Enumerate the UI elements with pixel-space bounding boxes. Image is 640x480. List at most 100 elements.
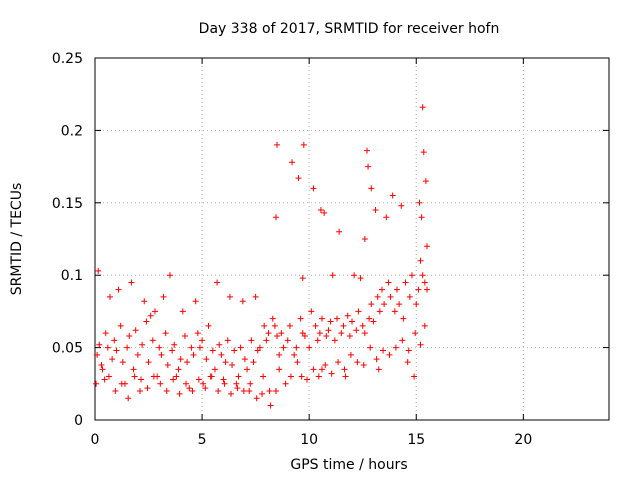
data-point (381, 301, 388, 308)
data-point (239, 298, 246, 305)
data-point (402, 279, 409, 286)
data-point (104, 344, 111, 351)
data-point (177, 356, 184, 363)
data-point (404, 359, 411, 366)
data-point (421, 279, 428, 286)
data-point (380, 347, 387, 354)
data-point (253, 395, 260, 402)
data-point (195, 376, 202, 383)
data-point (271, 322, 278, 329)
data-point (234, 385, 241, 392)
data-point (370, 318, 377, 325)
data-point (160, 293, 167, 300)
data-point (184, 359, 191, 366)
data-point (319, 315, 326, 322)
data-point (276, 366, 283, 373)
data-point (256, 344, 263, 351)
data-point (233, 380, 240, 387)
data-point (391, 308, 398, 315)
data-point (139, 341, 146, 348)
data-point (247, 380, 254, 387)
x-tick-label: 10 (300, 432, 318, 448)
data-point (419, 104, 426, 111)
data-point (280, 344, 287, 351)
data-point (353, 327, 360, 334)
data-point (226, 293, 233, 300)
y-axis-label: SRMTID / TECUs (9, 183, 25, 296)
data-point (151, 308, 158, 315)
data-point (211, 366, 218, 373)
data-point (398, 202, 405, 209)
data-point (411, 373, 418, 380)
y-tick-label: 0 (74, 413, 83, 429)
data-point (112, 388, 119, 395)
x-tick-label: 20 (514, 432, 532, 448)
data-point (325, 327, 332, 334)
data-point (183, 380, 190, 387)
data-point (131, 373, 138, 380)
data-point (263, 337, 270, 344)
data-point (308, 308, 315, 315)
data-point (269, 315, 276, 322)
data-point (170, 376, 177, 383)
data-point (209, 347, 216, 354)
data-point (423, 286, 430, 293)
y-axis-ticks: 0 0.05 0.1 0.15 0.2 0.25 (52, 51, 609, 429)
data-point (287, 373, 294, 380)
plot-frame (94, 57, 610, 421)
data-point (115, 286, 122, 293)
data-point (246, 388, 253, 395)
data-point (354, 359, 361, 366)
data-point (250, 359, 257, 366)
data-point (367, 344, 374, 351)
data-point (336, 228, 343, 235)
data-point (202, 385, 209, 392)
data-point (312, 322, 319, 329)
data-point (94, 351, 101, 358)
data-point (421, 322, 428, 329)
data-point (392, 344, 399, 351)
data-point (118, 380, 125, 387)
data-point (105, 373, 112, 380)
data-point (417, 257, 424, 264)
x-axis-label: GPS time / hours (290, 457, 407, 473)
data-point (373, 356, 380, 363)
data-point (235, 373, 242, 380)
y-tick-label: 0.25 (52, 51, 83, 67)
data-point (420, 149, 427, 156)
data-point (291, 351, 298, 358)
data-point (286, 322, 293, 329)
data-point (393, 286, 400, 293)
data-point (297, 315, 304, 322)
data-point (157, 380, 164, 387)
data-point (101, 376, 108, 383)
data-point (194, 330, 201, 337)
data-point (278, 330, 285, 337)
data-point (363, 147, 370, 154)
data-point (416, 199, 423, 206)
data-point (244, 366, 251, 373)
data-point (349, 318, 355, 325)
data-point (266, 388, 273, 395)
data-point (149, 337, 156, 344)
data-point (196, 344, 203, 351)
data-point (138, 376, 145, 383)
data-point (214, 279, 221, 286)
data-point (221, 380, 228, 387)
data-point (171, 341, 178, 348)
data-point (294, 359, 301, 366)
data-point (375, 366, 382, 373)
data-point (368, 301, 375, 308)
data-point (136, 388, 143, 395)
data-point (304, 376, 311, 383)
data-point (117, 322, 124, 329)
data-point (310, 185, 317, 192)
data-point (319, 366, 326, 373)
data-point (301, 333, 308, 340)
data-point (274, 333, 281, 340)
data-point (321, 209, 328, 216)
y-tick-label: 0.05 (52, 341, 83, 357)
data-point (372, 207, 379, 214)
data-point (272, 388, 279, 395)
data-point (203, 356, 210, 363)
